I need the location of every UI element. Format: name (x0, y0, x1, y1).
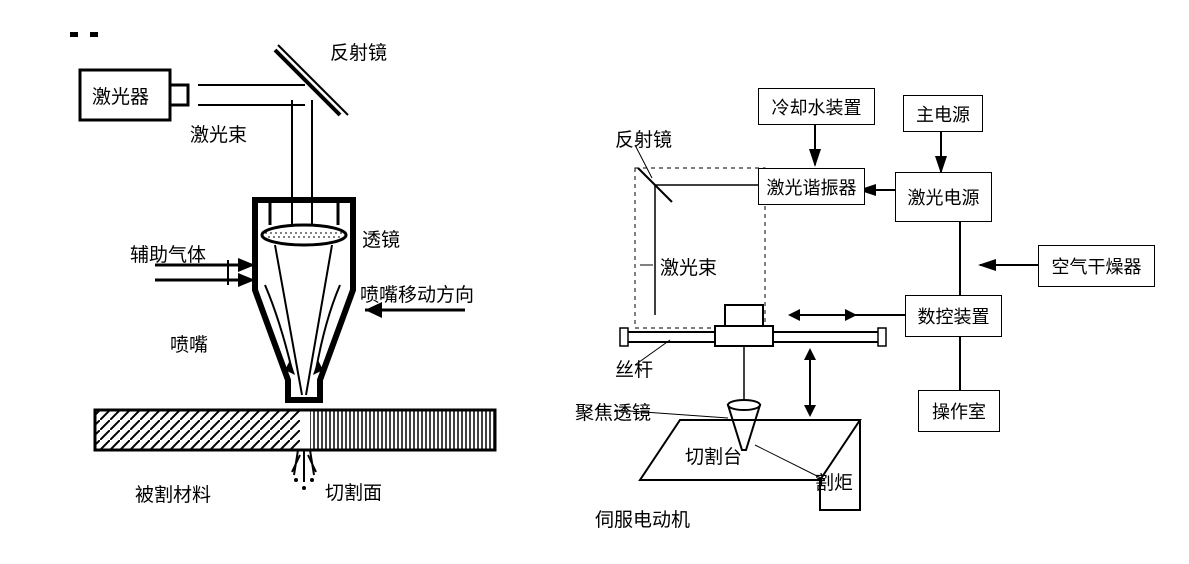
right-diagram: 冷却水装置 主电源 激光谐振器 激光电源 空气干燥器 数控装置 操作室 反射镜 … (560, 50, 1170, 550)
label-cut-face: 切割面 (325, 478, 382, 505)
box-operation: 操作室 (918, 390, 1000, 432)
label-beam-right: 激光束 (660, 253, 717, 280)
box-main-power: 主电源 (903, 95, 983, 132)
box-cooling: 冷却水装置 (758, 88, 875, 125)
text-cooling: 冷却水装置 (772, 94, 862, 120)
label-nozzle: 喷嘴 (170, 330, 208, 357)
box-nc: 数控装置 (905, 295, 1002, 337)
label-screw: 丝杆 (615, 355, 653, 382)
label-focus-lens: 聚焦透镜 (575, 398, 651, 425)
label-laser: 激光器 (92, 82, 149, 109)
label-torch: 割炬 (815, 468, 853, 495)
text-oscillator: 激光谐振器 (767, 174, 857, 200)
text-main-power: 主电源 (916, 101, 970, 127)
label-lens-left: 透镜 (362, 225, 400, 252)
label-reflector-right: 反射镜 (615, 125, 672, 152)
text-laser-power: 激光电源 (908, 184, 980, 210)
text-nc: 数控装置 (918, 303, 990, 329)
label-table: 切割台 (685, 442, 742, 469)
text-air-dryer: 空气干燥器 (1052, 253, 1142, 279)
label-reflector-left: 反射镜 (330, 38, 387, 65)
left-diagram: 激光器 激光束 反射镜 透镜 辅助气体 喷嘴移动方向 喷嘴 被割材料 切割面 (20, 0, 520, 560)
box-oscillator: 激光谐振器 (758, 168, 865, 205)
label-aux-gas: 辅助气体 (130, 240, 206, 267)
label-nozzle-dir: 喷嘴移动方向 (360, 280, 474, 307)
box-air-dryer: 空气干燥器 (1038, 245, 1155, 287)
label-material: 被割材料 (135, 480, 211, 507)
label-servo: 伺服电动机 (595, 505, 690, 532)
box-laser-power: 激光电源 (895, 172, 992, 222)
text-operation: 操作室 (932, 398, 986, 424)
label-beam-left: 激光束 (190, 120, 247, 147)
